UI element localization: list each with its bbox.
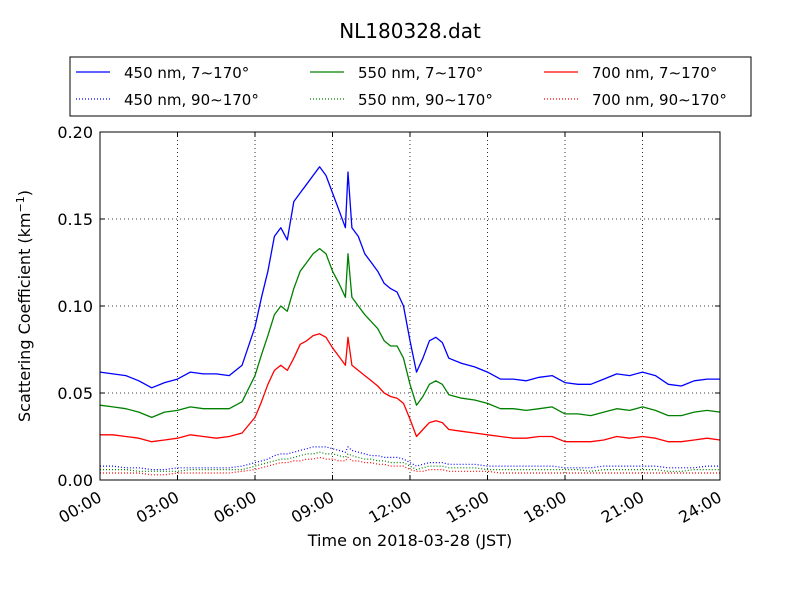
x-tick-label: 18:00	[520, 487, 569, 527]
x-tick-label: 06:00	[210, 487, 259, 527]
x-tick-labels: 00:00 03:00 06:00 09:00 12:00 15:00 18:00 21:00…	[55, 487, 724, 527]
y-tick-labels: 0.00 0.05 0.10 0.15 0.20	[57, 123, 93, 490]
series-line	[100, 451, 720, 472]
x-tick-label: 09:00	[288, 487, 337, 527]
y-tick-label: 0.20	[57, 123, 93, 142]
series-line	[100, 456, 720, 476]
legend: 450 nm, 7∼170° 450 nm, 90∼170° 550 nm, 7∼1…	[76, 64, 727, 109]
legend-label: 550 nm, 90∼170°	[358, 91, 493, 109]
y-tick-label: 0.05	[57, 384, 93, 403]
x-tick-label: 12:00	[365, 487, 414, 527]
legend-label: 700 nm, 7∼170°	[592, 64, 717, 82]
x-tick-label: 03:00	[133, 487, 182, 527]
legend-label: 700 nm, 90∼170°	[592, 91, 727, 109]
y-tick-label: 0.00	[57, 471, 93, 490]
y-tick-label: 0.10	[57, 297, 93, 316]
series-line	[99, 166, 720, 389]
ticks	[99, 131, 721, 481]
grid	[100, 132, 720, 480]
legend-label: 450 nm, 7∼170°	[124, 64, 249, 82]
y-axis-label: Scattering Coefficient (km−1)	[14, 190, 34, 422]
x-tick-label: 21:00	[598, 487, 647, 527]
series-lines	[99, 166, 721, 476]
x-tick-label: 15:00	[443, 487, 492, 527]
y-tick-label: 0.15	[57, 210, 93, 229]
series-line	[99, 247, 721, 419]
x-tick-label: 00:00	[55, 487, 104, 527]
legend-label: 550 nm, 7∼170°	[358, 64, 483, 82]
series-line	[100, 446, 720, 471]
legend-label: 450 nm, 90∼170°	[124, 91, 259, 109]
x-tick-label: 24:00	[675, 487, 724, 527]
chart-title: NL180328.dat	[339, 19, 481, 43]
legend-box	[69, 56, 752, 117]
x-axis-label: Time on 2018-03-28 (JST)	[307, 531, 512, 550]
series-line	[100, 333, 721, 443]
